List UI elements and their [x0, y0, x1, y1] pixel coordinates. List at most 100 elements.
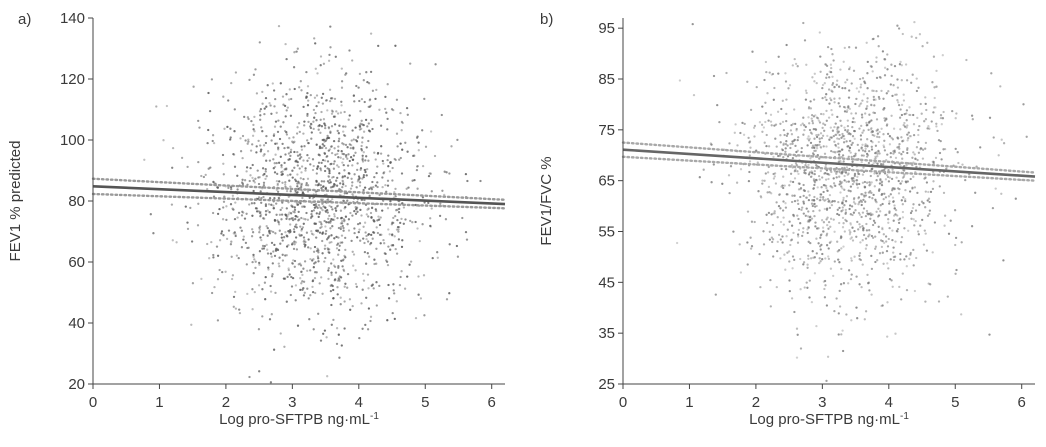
- scatter-point: [310, 137, 313, 140]
- scatter-point: [814, 143, 817, 147]
- scatter-point: [274, 153, 277, 156]
- scatter-point: [321, 146, 324, 149]
- scatter-point: [315, 172, 318, 175]
- scatter-point: [400, 172, 404, 175]
- scatter-point: [365, 234, 368, 238]
- scatter-point: [369, 211, 373, 215]
- scatter-point: [853, 120, 856, 124]
- scatter-point: [375, 247, 378, 250]
- scatter-point: [235, 254, 239, 257]
- scatter-point: [788, 184, 791, 187]
- scatter-point: [716, 103, 719, 107]
- scatter-point: [830, 66, 833, 70]
- scatter-point: [284, 183, 287, 186]
- panel-b-scatter-points: [675, 20, 1028, 383]
- scatter-point: [296, 173, 299, 176]
- scatter-point: [866, 60, 869, 64]
- scatter-point: [270, 313, 273, 316]
- scatter-point: [291, 262, 294, 265]
- scatter-point: [314, 67, 317, 70]
- scatter-point: [293, 230, 296, 234]
- scatter-point: [891, 168, 894, 171]
- scatter-point: [815, 147, 819, 150]
- scatter-point: [872, 162, 875, 165]
- scatter-point: [206, 242, 209, 246]
- scatter-point: [801, 231, 805, 234]
- scatter-point: [885, 92, 888, 95]
- scatter-point: [330, 109, 334, 112]
- scatter-point: [218, 268, 221, 272]
- scatter-point: [813, 183, 816, 187]
- scatter-point: [953, 209, 957, 212]
- scatter-point: [778, 193, 781, 196]
- scatter-point: [427, 201, 430, 205]
- scatter-point: [326, 109, 329, 112]
- scatter-point: [250, 235, 254, 238]
- scatter-point: [788, 260, 791, 263]
- scatter-point: [772, 212, 775, 215]
- scatter-point: [328, 214, 331, 218]
- scatter-point: [344, 215, 348, 218]
- scatter-point: [331, 110, 334, 113]
- scatter-point: [335, 184, 339, 187]
- scatter-point: [861, 143, 864, 146]
- scatter-point: [266, 226, 269, 230]
- scatter-point: [926, 214, 930, 217]
- scatter-point: [891, 238, 894, 242]
- scatter-point: [939, 114, 943, 117]
- scatter-point: [300, 282, 303, 285]
- scatter-point: [739, 131, 742, 135]
- scatter-point: [332, 167, 336, 170]
- scatter-point: [225, 237, 229, 241]
- scatter-point: [891, 138, 895, 141]
- scatter-point: [343, 285, 346, 288]
- scatter-point: [1000, 138, 1003, 141]
- scatter-point: [789, 146, 792, 150]
- scatter-point: [924, 147, 927, 150]
- scatter-point: [289, 293, 292, 297]
- scatter-point: [309, 163, 312, 166]
- scatter-point: [813, 195, 816, 199]
- scatter-point: [285, 93, 288, 96]
- scatter-point: [258, 261, 261, 265]
- panel-a-scatter-points: [143, 24, 482, 384]
- scatter-point: [303, 120, 306, 123]
- scatter-point: [213, 285, 216, 289]
- scatter-point: [885, 240, 888, 243]
- scatter-point: [397, 238, 401, 241]
- scatter-point: [807, 106, 811, 109]
- scatter-point: [307, 141, 310, 145]
- scatter-point: [847, 105, 850, 108]
- scatter-point: [788, 220, 791, 223]
- scatter-point: [387, 228, 390, 231]
- scatter-point: [926, 199, 929, 202]
- scatter-point: [364, 118, 368, 122]
- scatter-point: [817, 174, 821, 178]
- scatter-point: [351, 214, 354, 217]
- scatter-point: [305, 231, 309, 234]
- scatter-point: [878, 75, 882, 79]
- scatter-point: [293, 51, 296, 54]
- scatter-point: [786, 144, 789, 147]
- scatter-point: [866, 100, 869, 103]
- scatter-point: [772, 155, 775, 159]
- scatter-point: [803, 128, 806, 132]
- scatter-point: [817, 242, 820, 245]
- scatter-point: [877, 45, 880, 48]
- scatter-point: [220, 230, 224, 233]
- scatter-point: [838, 133, 841, 137]
- scatter-point: [802, 200, 805, 203]
- scatter-point: [830, 89, 833, 92]
- scatter-point: [289, 150, 292, 154]
- scatter-point: [814, 225, 817, 228]
- scatter-point: [951, 109, 954, 113]
- scatter-point: [333, 237, 336, 240]
- scatter-point: [765, 70, 768, 74]
- scatter-point: [333, 147, 336, 150]
- scatter-point: [865, 41, 868, 44]
- scatter-point: [319, 118, 322, 121]
- scatter-point: [333, 213, 336, 216]
- scatter-point: [206, 141, 209, 145]
- scatter-point: [949, 219, 952, 222]
- scatter-point: [897, 218, 900, 221]
